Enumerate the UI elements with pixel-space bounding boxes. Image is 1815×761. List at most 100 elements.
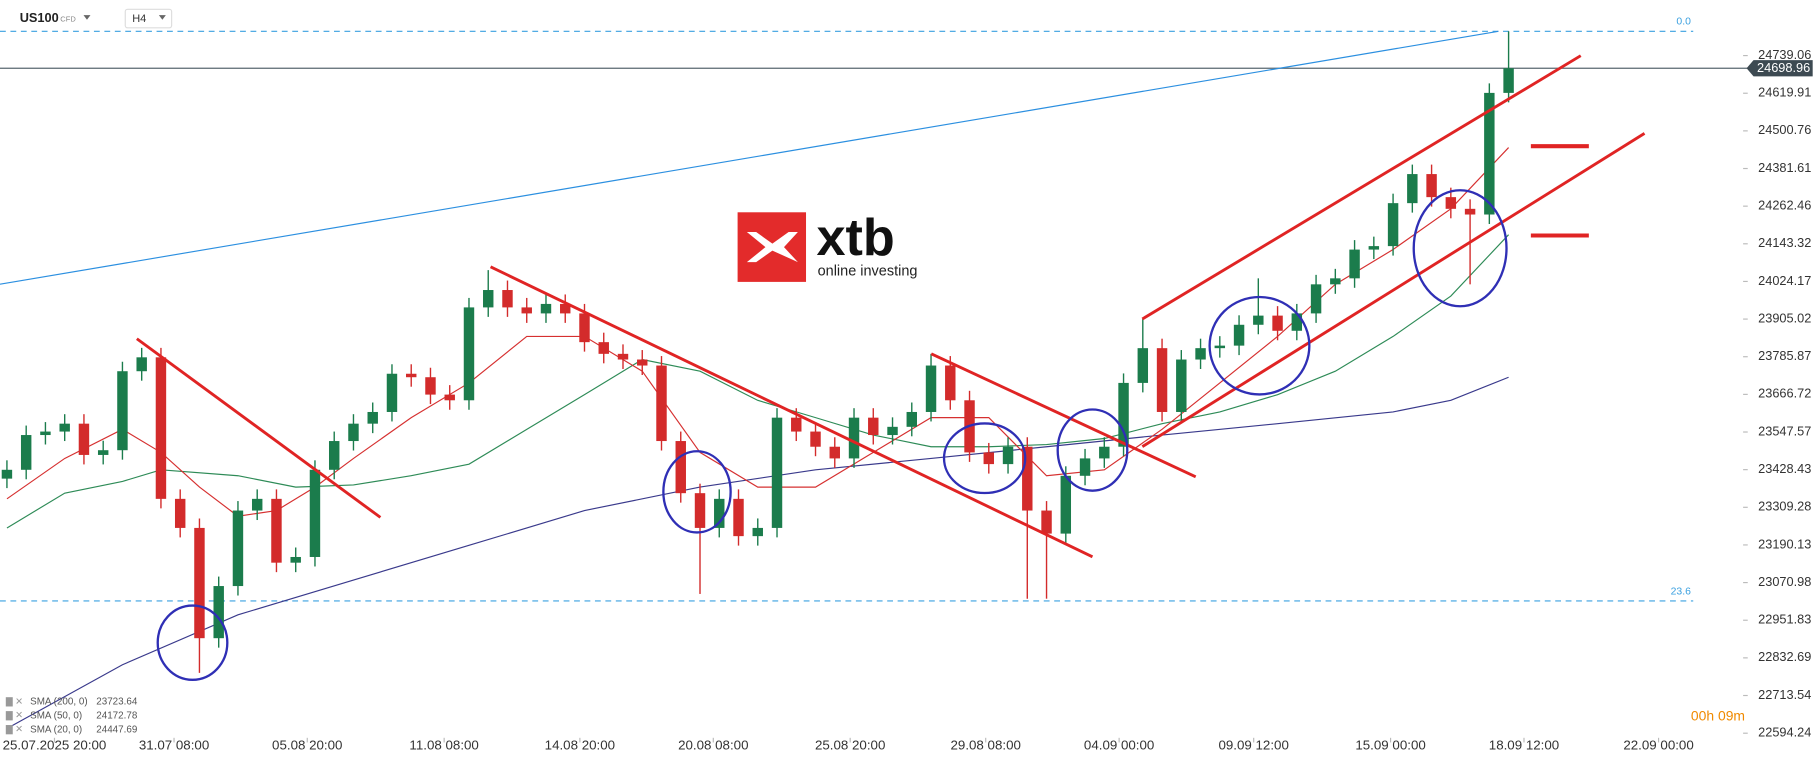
candle-body <box>617 353 629 360</box>
candle-body <box>887 426 898 436</box>
fib-label: 0.0 <box>1676 17 1691 28</box>
candle-body <box>925 365 937 412</box>
y-tick-label: 23428.43 <box>1758 461 1811 476</box>
candle-body <box>367 411 378 424</box>
x-tick-label: 25.07.2025 20:00 <box>3 737 107 752</box>
x-tick-label: 29.08 08:00 <box>950 737 1020 752</box>
candle-body <box>1002 446 1014 465</box>
candle-body <box>290 556 301 563</box>
x-tick-label: 11.08 08:00 <box>409 737 478 752</box>
candle-body <box>20 435 32 470</box>
candle-body <box>1 469 13 479</box>
candle-body <box>194 527 205 639</box>
y-tick-label: 24143.32 <box>1758 235 1811 250</box>
candle-body <box>40 431 51 436</box>
candle-body <box>1253 315 1264 325</box>
candle-body <box>328 441 340 470</box>
trend-line <box>135 337 382 519</box>
candle-body <box>136 357 147 372</box>
y-tick-label: 24739.06 <box>1758 47 1811 62</box>
y-tick-label: 24262.46 <box>1758 198 1811 213</box>
x-tick-label: 15.09 00:00 <box>1355 737 1425 752</box>
toolbar: US100 CFD H4 <box>20 8 173 29</box>
candle-body <box>1041 510 1052 534</box>
candle-body <box>1445 197 1457 209</box>
symbol[interactable]: US100 <box>20 10 59 25</box>
candle-body <box>560 303 571 314</box>
logo-mark <box>746 232 798 263</box>
candle-timer: 00h 09m <box>1691 708 1745 724</box>
candle-body <box>117 371 128 451</box>
candle-body <box>694 493 706 528</box>
trend-line <box>930 352 1197 479</box>
overlay: 24739.06 24619.91 24500.76 24381.61 24262.46… <box>3 17 1813 752</box>
fib-label: 23.6 <box>1671 586 1691 597</box>
trend-line <box>0 30 1499 285</box>
x-tick-label: 20.08 08:00 <box>678 737 748 752</box>
y-tick-label: 24619.91 <box>1758 85 1811 100</box>
candle-body <box>97 450 109 455</box>
candle-body <box>598 342 609 354</box>
candle-body <box>1195 348 1206 360</box>
candle-body <box>810 431 821 447</box>
x-tick-label: 14.08 20:00 <box>545 737 615 752</box>
candle-body <box>1060 475 1072 534</box>
candle-body <box>1387 203 1399 247</box>
candle-body <box>1137 348 1149 383</box>
x-tick-label: 31.07 08:00 <box>139 737 209 752</box>
x-tick-label: 25.08 20:00 <box>815 737 885 752</box>
candle-body <box>733 498 744 537</box>
legend-icon-x: ✕ <box>15 710 23 720</box>
candle-body <box>444 394 455 401</box>
candle-body <box>1407 174 1418 204</box>
drawings <box>0 30 1646 681</box>
x-tick-label: 22.09 00:00 <box>1623 737 1693 752</box>
legend-name: SMA (20, 0) <box>30 724 82 735</box>
candle-body <box>579 313 590 343</box>
candle-body <box>1099 446 1110 459</box>
candle-body <box>675 441 686 494</box>
legend-icon <box>5 697 13 707</box>
moving-average <box>6 147 1510 517</box>
candle-body <box>155 357 167 499</box>
y-tick-label: 23666.72 <box>1758 386 1811 401</box>
timeframe-box[interactable] <box>124 8 173 29</box>
logo-tagline: online investing <box>818 263 918 279</box>
legend-value: 24447.69 <box>96 724 138 735</box>
channel-line <box>1141 132 1646 448</box>
candle-body <box>483 290 494 308</box>
candle-body <box>771 417 783 528</box>
candle-body <box>714 498 725 528</box>
timeframe-dropdown[interactable] <box>158 15 166 20</box>
candle-body <box>1426 174 1437 198</box>
trend-line <box>489 265 1094 559</box>
legend-value: 23723.64 <box>96 696 138 707</box>
candle-body <box>251 498 263 511</box>
candle-body <box>309 469 321 557</box>
candle-body <box>271 498 282 563</box>
candle-body <box>1484 92 1495 215</box>
legend-name: SMA (200, 0) <box>30 696 87 707</box>
x-tick-label: 18.09 12:00 <box>1489 737 1559 752</box>
highlight-circle <box>942 422 1027 495</box>
instrument-type: CFD <box>60 15 76 24</box>
x-tick-label: 05.08 20:00 <box>272 737 342 752</box>
symbol-dropdown[interactable] <box>83 15 91 20</box>
candle-body <box>425 377 436 395</box>
y-tick-label: 24500.76 <box>1758 122 1811 137</box>
candle-body <box>1368 246 1380 250</box>
candle-body <box>868 417 879 436</box>
candle-body <box>348 423 359 442</box>
candle-body <box>637 359 648 366</box>
candle-body <box>656 365 667 442</box>
candle-body <box>406 373 417 378</box>
timeframe[interactable]: H4 <box>132 13 146 25</box>
candle-body <box>502 290 513 308</box>
candle-body <box>78 423 90 455</box>
y-tick-label: 22951.83 <box>1758 612 1811 627</box>
x-tick-label: 04.09 00:00 <box>1084 737 1154 752</box>
highlight-circle <box>1056 408 1129 492</box>
candle-body <box>1233 324 1245 346</box>
candle-body <box>1156 348 1168 412</box>
